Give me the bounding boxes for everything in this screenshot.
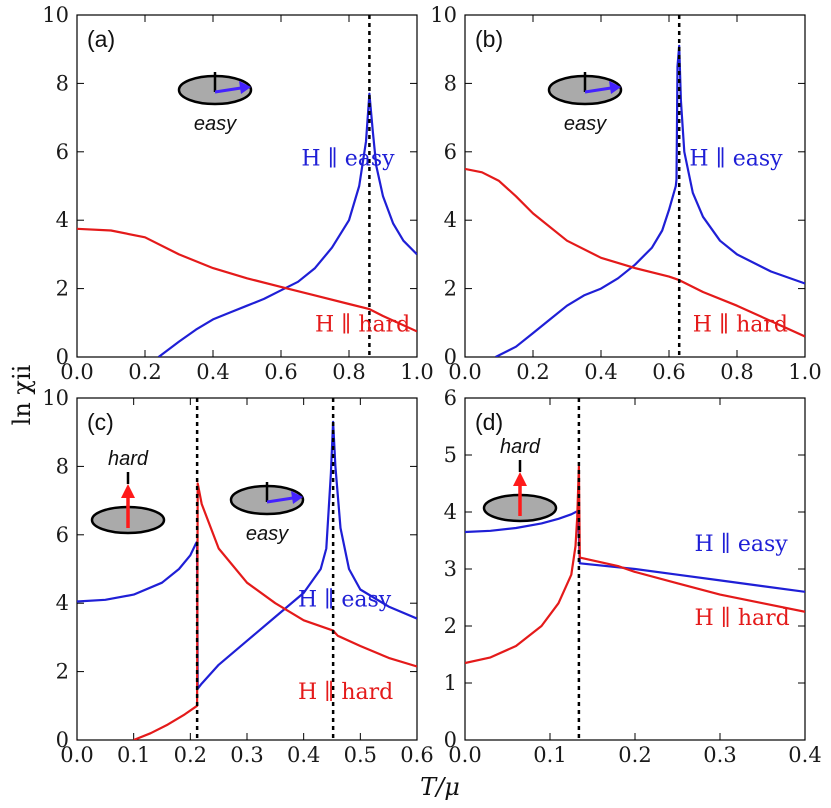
x-tick-label: 0.6 <box>652 360 685 384</box>
x-tick-label: 0.0 <box>448 743 481 767</box>
x-axis-title: T/μ <box>420 773 460 801</box>
hard-icon-label: hard <box>500 436 541 458</box>
hard-arrow-icon <box>121 484 135 498</box>
y-tick-label: 2 <box>56 660 69 684</box>
x-tick-label: 0.4 <box>196 360 229 384</box>
plot-frame <box>464 14 806 358</box>
easy-arrow-icon <box>291 491 303 504</box>
x-tick-label: 0.5 <box>344 743 377 767</box>
x-tick-label: 1.0 <box>400 360 433 384</box>
plot-frame <box>76 14 418 358</box>
y-tick-label: 0 <box>444 728 457 752</box>
easy-icon-label: easy <box>564 113 607 135</box>
y-tick-label: 6 <box>444 386 457 410</box>
y-tick-label: 8 <box>56 71 69 95</box>
easy-arrow-shaft <box>214 86 242 94</box>
panel-a: 0.0 0.2 0.4 0.6 0.8 1.0 0 2 4 6 8 10 (a) H ∥ easy H ∥ … <box>42 3 433 384</box>
annotation-hard: H ∥ hard <box>315 312 410 337</box>
y-tick-label: 4 <box>444 500 457 524</box>
annotation-easy: H ∥ easy <box>689 146 783 171</box>
y-tick-label: 4 <box>444 208 457 232</box>
y-tick-label: 6 <box>444 140 457 164</box>
panel-label: (b) <box>475 26 503 52</box>
annotation-easy: H ∥ easy <box>298 588 392 613</box>
x-tick-label: 0.6 <box>264 360 297 384</box>
y-tick-label: 4 <box>56 208 69 232</box>
y-tick-label: 2 <box>444 614 457 638</box>
y-tick-label: 0 <box>56 728 69 752</box>
y-tick-label: 10 <box>42 386 69 410</box>
panel-b: 0.0 0.2 0.4 0.6 0.8 1.0 0 2 4 6 8 10 (b) H ∥ easy H ∥ … <box>430 3 821 384</box>
x-tick-label: 0.8 <box>332 360 365 384</box>
x-tick-label: 0.1 <box>533 743 566 767</box>
x-tick-label: 0.0 <box>60 743 93 767</box>
panel-label: (d) <box>475 409 503 435</box>
y-tick-label: 6 <box>56 523 69 547</box>
x-tick-label: 0.2 <box>128 360 161 384</box>
annotation-easy: H ∥ easy <box>301 146 395 171</box>
hard-icon-label: hard <box>108 448 149 470</box>
annotation-hard: H ∥ hard <box>298 680 393 705</box>
x-tick-label: 0.2 <box>618 743 651 767</box>
y-tick-label: 1 <box>444 671 457 695</box>
x-tick-label: 0.0 <box>448 360 481 384</box>
series-hard-line <box>77 227 417 333</box>
panel-label: (a) <box>87 26 115 52</box>
y-tick-label: 5 <box>444 443 457 467</box>
x-tick-label: 0.1 <box>117 743 150 767</box>
y-tick-label: 3 <box>444 557 457 581</box>
annotation-easy: H ∥ easy <box>695 532 789 557</box>
panel-label: (c) <box>87 409 114 435</box>
series-easy-line <box>157 92 417 357</box>
x-tick-label: 0.4 <box>584 360 617 384</box>
y-tick-label: 2 <box>444 277 457 301</box>
x-tick-label: 0.2 <box>174 743 207 767</box>
y-tick-label: 2 <box>56 277 69 301</box>
hard-arrow-icon <box>513 472 527 486</box>
y-tick-label: 0 <box>56 345 69 369</box>
series-easy-line <box>77 420 417 690</box>
x-tick-label: 0.3 <box>230 743 263 767</box>
x-tick-label: 0.6 <box>400 743 433 767</box>
panel-d: 0.0 0.1 0.2 0.3 0.4 0 1 2 3 4 5 6 (d) H ∥ easy H ∥ har… <box>444 386 822 767</box>
series-hard-line <box>465 167 805 338</box>
easy-arrow-icon <box>609 81 621 94</box>
y-tick-label: 8 <box>444 71 457 95</box>
y-tick-label: 10 <box>430 3 457 27</box>
x-tick-label: 1.0 <box>788 360 821 384</box>
y-tick-label: 0 <box>444 345 457 369</box>
annotation-hard: H ∥ hard <box>695 606 790 631</box>
panel-c: 0.0 0.1 0.2 0.3 0.4 0.5 0.6 0 2 4 6 8 10 (c) H ∥ easy H… <box>42 386 433 767</box>
easy-arrow-shaft <box>266 496 294 504</box>
x-tick-label: 0.3 <box>703 743 736 767</box>
annotation-hard: H ∥ hard <box>693 312 788 337</box>
series-hard-line <box>465 465 805 665</box>
easy-arrow-shaft <box>584 86 612 94</box>
x-tick-label: 0.8 <box>720 360 753 384</box>
series-hard-line <box>133 482 417 740</box>
x-tick-label: 0.4 <box>788 743 821 767</box>
easy-icon-label: easy <box>246 523 289 545</box>
y-tick-label: 10 <box>42 3 69 27</box>
x-tick-label: 0.2 <box>516 360 549 384</box>
y-tick-label: 8 <box>56 454 69 478</box>
y-tick-label: 6 <box>56 140 69 164</box>
x-tick-label: 0.0 <box>60 360 93 384</box>
easy-arrow-icon <box>239 81 251 94</box>
y-axis-title: ln χii <box>8 364 36 425</box>
series-easy-line <box>495 44 805 357</box>
y-tick-label: 4 <box>56 591 69 615</box>
easy-icon-label: easy <box>194 113 237 135</box>
x-tick-label: 0.4 <box>287 743 320 767</box>
